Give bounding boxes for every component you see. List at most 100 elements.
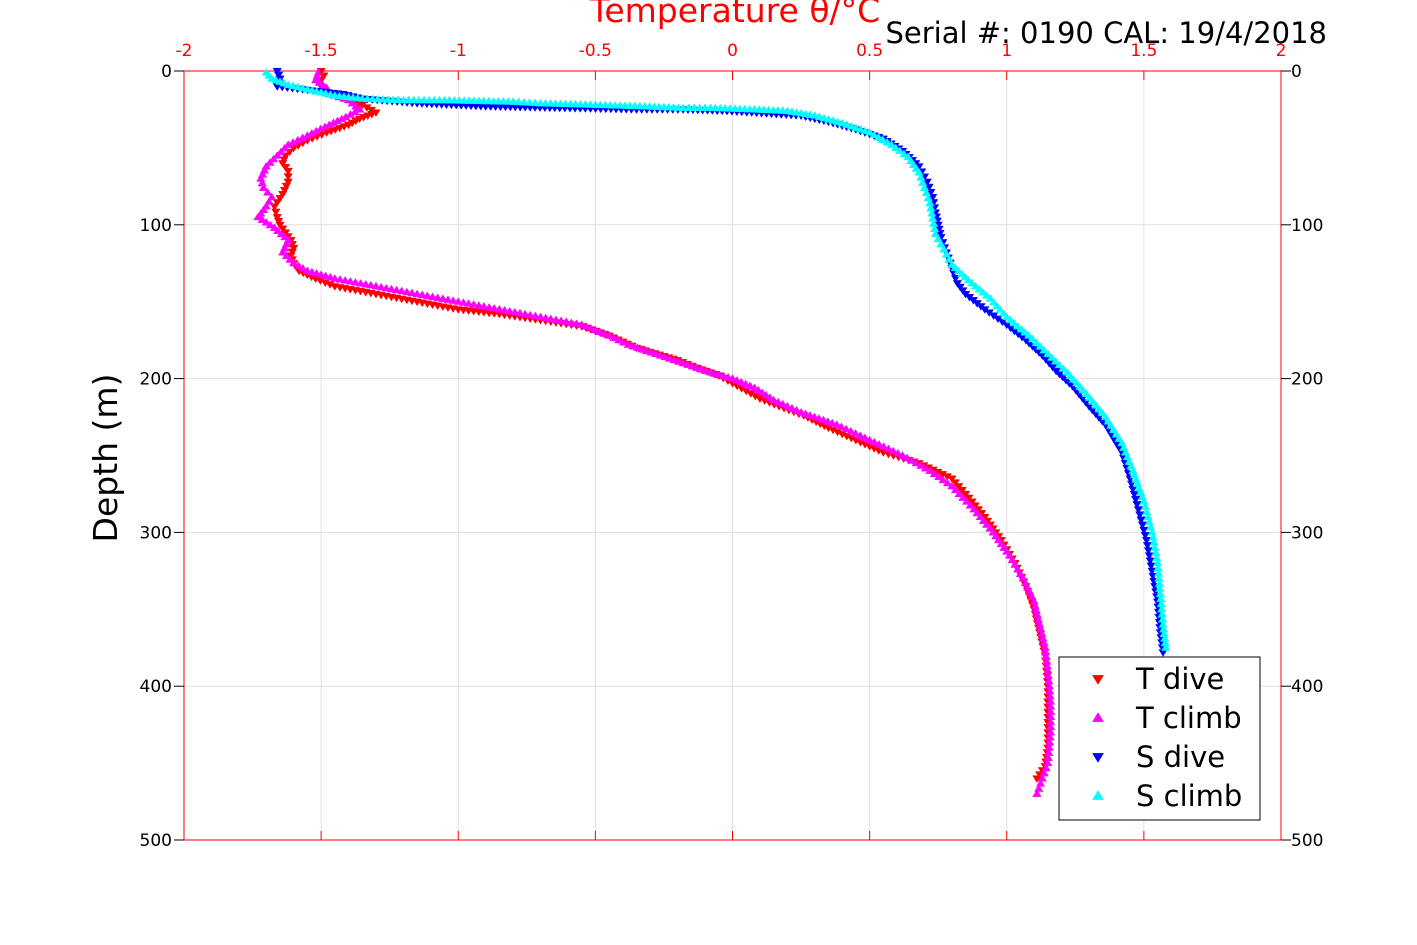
data-point [283,167,293,176]
data-point [289,244,299,253]
data-point [878,135,888,143]
data-point [832,420,842,428]
legend-marker [1092,790,1104,800]
data-point [941,250,952,258]
data-point [272,214,282,222]
data-point [1013,321,1023,330]
data-point [279,156,289,164]
data-point [893,448,903,457]
data-point [265,158,275,166]
data-point [978,288,988,296]
data-point [916,461,926,469]
data-point [350,278,361,286]
data-point [345,110,356,118]
data-point [283,173,293,181]
data-point [262,188,273,196]
data-point [974,284,984,293]
data-point [525,310,535,319]
data-point [1013,564,1023,573]
data-point [298,263,308,272]
data-point [1039,345,1049,354]
data-point [883,444,894,452]
data-point [604,331,614,339]
data-point [335,275,345,283]
data-point [577,320,587,328]
data-point [773,397,783,406]
data-point [1161,643,1171,651]
data-point [474,301,484,309]
x-tick-label: -0.5 [579,41,612,61]
data-point [920,463,931,472]
data-point [1091,401,1101,409]
legend-marker [1092,675,1104,685]
data-point [1015,569,1026,577]
data-point [985,294,995,302]
data-point [264,197,274,205]
data-point [275,221,285,230]
data-point [571,319,582,327]
data-point [992,301,1002,310]
series-s-dive [272,67,1168,657]
data-point [427,292,438,300]
data-point [921,188,931,197]
data-point [1037,774,1048,782]
data-point [978,516,989,524]
data-point [541,313,551,322]
y-tick-label-right: 100 [1291,216,1323,236]
data-point [1009,318,1019,327]
data-point [954,483,964,491]
data-point [273,71,284,80]
data-point [397,286,407,295]
y-tick-label-right: 0 [1291,62,1302,82]
data-point [925,466,935,474]
data-point [281,251,292,260]
data-point [836,422,847,430]
data-point [1143,512,1153,521]
data-point [407,288,417,297]
data-point [381,283,391,292]
data-point [972,508,982,517]
data-point [347,98,357,107]
data-point [609,333,619,341]
x-tick-label: 2 [1276,41,1287,61]
data-point [1035,342,1045,350]
data-point [923,193,933,202]
data-point [787,403,797,412]
data-point [412,289,422,298]
data-point [1032,789,1042,797]
data-point [1002,312,1012,321]
y-tick-label-left: 400 [140,677,172,697]
chart-subtitle: Serial #: 0190 CAL: 19/4/2018 [885,16,1327,50]
data-point [919,183,930,191]
data-point [422,291,433,299]
data-point [936,239,946,248]
y-tick-label-left: 100 [140,216,172,236]
data-point [320,122,330,131]
data-point [933,234,943,243]
data-point [265,220,276,229]
x-tick-label: 1.5 [1130,41,1157,61]
x-tick-label: -1 [450,41,467,61]
data-point [988,297,999,306]
data-point [469,300,479,308]
data-point [519,97,529,106]
data-point [1005,315,1016,324]
data-point [350,107,360,116]
data-point [1058,364,1068,372]
data-point [283,140,293,148]
data-point [1027,334,1038,343]
data-point [911,458,921,467]
legend-entry-label: S dive [1136,740,1225,774]
data-point [1146,522,1156,531]
data-point [1135,511,1145,519]
data-point [963,275,974,284]
x-tick-label: 1 [1001,41,1012,61]
data-point [1024,331,1034,339]
data-point [599,329,610,337]
data-point [1143,547,1154,555]
data-point [288,138,298,146]
data-point [371,281,381,290]
data-point [361,279,371,288]
data-point [345,277,355,285]
